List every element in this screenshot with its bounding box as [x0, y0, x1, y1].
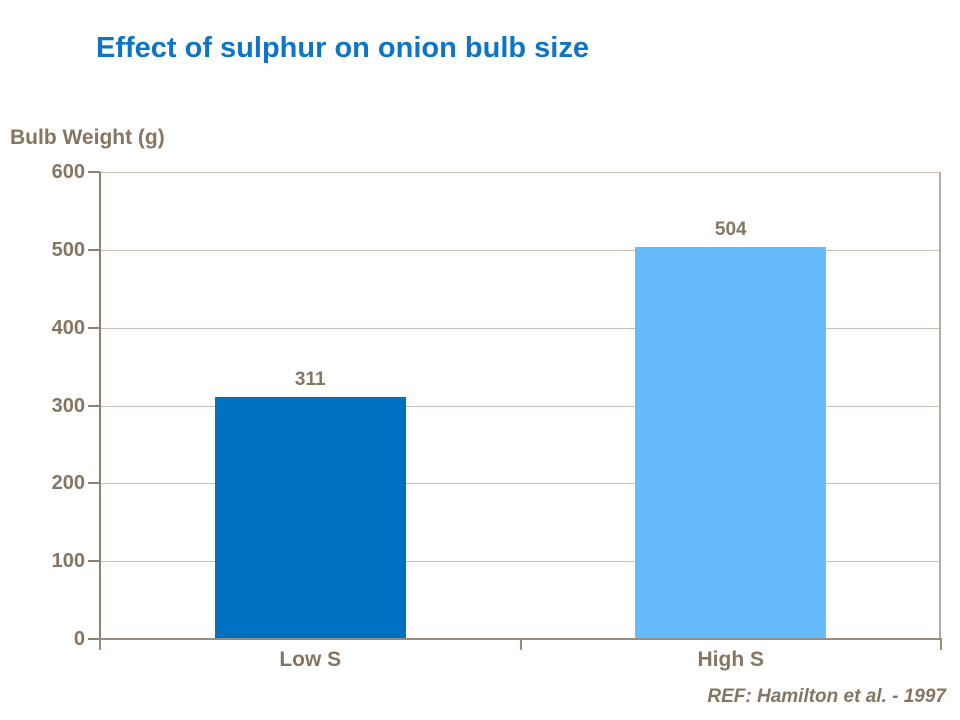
y-tick-0	[88, 638, 100, 640]
bar-high-s	[635, 246, 827, 638]
category-label-high-s: High S	[697, 648, 765, 671]
x-tick-1	[519, 640, 522, 650]
x-tick-0	[99, 640, 101, 650]
x-tick-2	[940, 640, 942, 650]
y-axis-label: Bulb Weight (g)	[10, 126, 165, 149]
y-tick-200	[88, 482, 100, 485]
gridline-300	[100, 405, 941, 407]
y-tick-600	[88, 171, 100, 173]
y-tick-label-600: 600	[51, 161, 85, 183]
y-tick-label-500: 500	[51, 238, 85, 261]
gridline-400	[100, 327, 941, 329]
y-tick-label-300: 300	[51, 394, 85, 417]
y-tick-label-200: 200	[51, 472, 85, 495]
y-tick-100	[88, 560, 100, 563]
gridline-500	[100, 249, 941, 251]
y-axis-line	[99, 172, 101, 640]
chart-title: Effect of sulphur on onion bulb size	[96, 32, 589, 64]
bar-value-label-low-s: 311	[294, 368, 326, 390]
y-tick-label-0: 0	[73, 628, 85, 650]
plot-area	[100, 172, 941, 639]
y-tick-400	[88, 326, 100, 329]
x-axis-line	[99, 638, 942, 640]
bar-value-label-high-s: 504	[714, 218, 747, 240]
gridline-100	[100, 561, 941, 563]
y-tick-label-400: 400	[51, 316, 85, 339]
y-tick-500	[88, 248, 100, 251]
gridline-600	[100, 172, 941, 173]
y-tick-label-100: 100	[51, 550, 85, 573]
category-label-low-s: Low S	[279, 648, 342, 671]
gridline-200	[100, 483, 941, 485]
y-tick-300	[88, 404, 100, 407]
plot-right-border	[939, 172, 941, 639]
reference-citation: REF: Hamilton et al. - 1997	[707, 686, 946, 707]
bar-low-s	[214, 396, 406, 638]
